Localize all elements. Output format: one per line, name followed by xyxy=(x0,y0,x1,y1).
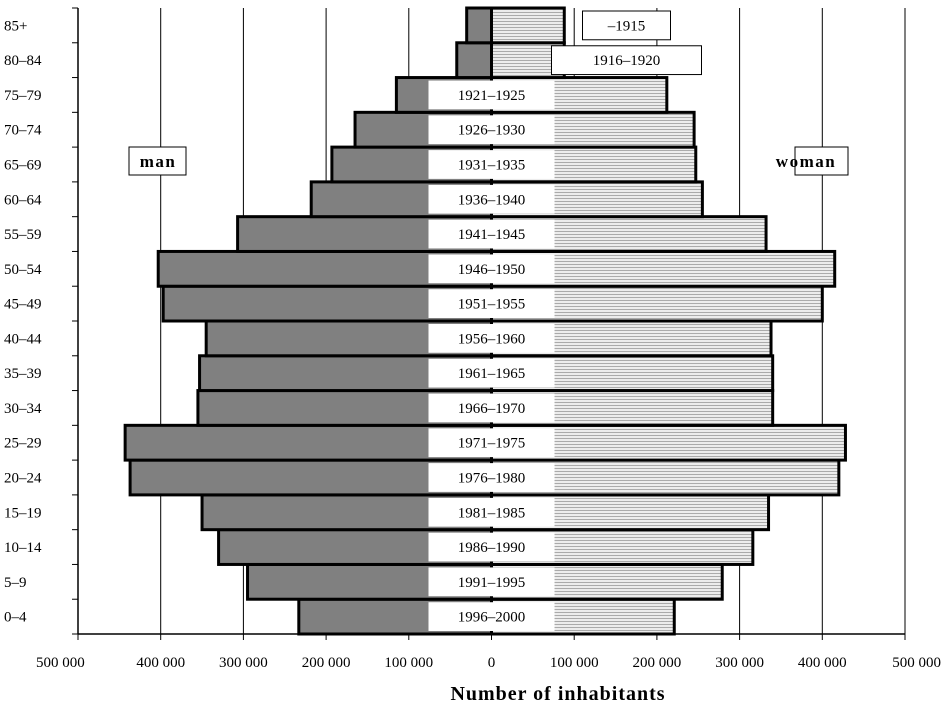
y-tick-label: 10–14 xyxy=(4,540,42,556)
x-tick-label: 300 000 xyxy=(219,655,268,671)
cohort-label-box xyxy=(428,115,555,145)
y-tick-label: 5–9 xyxy=(4,575,27,591)
cohort-label: 1956–1960 xyxy=(458,331,526,347)
cohort-label: 1916–1920 xyxy=(593,53,661,69)
cohort-label-box xyxy=(428,532,555,562)
x-axis: 500 000 400 000 300 000 200 000 100 000 0 100 … xyxy=(36,633,941,671)
x-tick-label: 500 000 xyxy=(36,655,85,671)
cohort-label: 1966–1970 xyxy=(458,401,526,417)
cohort-label-box xyxy=(428,150,555,179)
x-tick-label: 0 xyxy=(488,655,496,671)
cohort-label-box xyxy=(428,184,555,214)
y-tick-label: 75–79 xyxy=(4,88,42,104)
y-tick-label: 40–44 xyxy=(4,331,42,347)
x-tick-label: 100 000 xyxy=(550,655,599,671)
cohort-label: 1941–1945 xyxy=(458,227,526,243)
x-tick-label: 300 000 xyxy=(715,655,764,671)
cohort-label: 1986–1990 xyxy=(458,540,526,556)
y-tick-label: 15–19 xyxy=(4,505,42,521)
bar-woman xyxy=(490,6,566,45)
woman-label: woman xyxy=(776,152,836,171)
y-tick-label: 35–39 xyxy=(4,366,42,382)
y-tick-label: 25–29 xyxy=(4,436,42,452)
bar-man xyxy=(465,6,494,45)
cohort-label: 1926–1930 xyxy=(458,123,526,139)
cohort-label-box xyxy=(428,358,555,388)
cohort-label: 1951–1955 xyxy=(458,297,526,313)
x-axis-title: Number of inhabitants xyxy=(450,683,665,704)
cohort-label: 1976–1980 xyxy=(458,471,526,487)
cohort-label-box xyxy=(551,45,702,76)
x-tick-label: 200 000 xyxy=(302,655,351,671)
x-tick-label: 400 000 xyxy=(136,655,185,671)
man-label-box: man xyxy=(128,146,187,176)
y-tick-label: 55–59 xyxy=(4,227,42,243)
x-tick-label: 500 000 xyxy=(892,655,941,671)
cohort-label-box xyxy=(428,567,555,597)
bar-man xyxy=(455,41,493,80)
y-tick-label: 50–54 xyxy=(4,262,42,278)
cohort-label-box xyxy=(428,324,555,353)
y-tick-label: 30–34 xyxy=(4,401,42,417)
woman-label-box: woman xyxy=(776,146,849,176)
cohort-label: 1971–1975 xyxy=(458,436,526,452)
man-label: man xyxy=(140,152,177,171)
cohort-label-box xyxy=(428,254,555,284)
cohort-label-box xyxy=(428,219,555,249)
cohort-label: 1921–1925 xyxy=(458,88,526,104)
cohort-label-box xyxy=(428,497,555,527)
y-tick-label: 85+ xyxy=(4,18,27,34)
y-tick-label: 20–24 xyxy=(4,471,42,487)
y-tick-label: 0–4 xyxy=(4,610,27,626)
cohort-label-box xyxy=(428,393,555,423)
cohort-label-box xyxy=(428,80,555,110)
cohort-label: 1931–1935 xyxy=(458,158,526,174)
cohort-label-box xyxy=(582,10,671,41)
cohort-label: 1936–1940 xyxy=(458,192,526,208)
cohort-label: 1961–1965 xyxy=(458,366,526,382)
cohort-label-box xyxy=(428,289,555,318)
x-tick-label: 400 000 xyxy=(798,655,847,671)
cohort-label: –1915 xyxy=(607,18,646,34)
cohort-label-box xyxy=(428,602,555,631)
x-tick-label: 100 000 xyxy=(384,655,433,671)
cohort-label: 1991–1995 xyxy=(458,575,526,591)
cohort-label: 1946–1950 xyxy=(458,262,526,278)
y-tick-label: 60–64 xyxy=(4,192,42,208)
cohort-label-box xyxy=(428,463,555,492)
y-tick-label: 45–49 xyxy=(4,297,42,313)
y-tick-label: 65–69 xyxy=(4,158,42,174)
cohort-labels: 1996–2000 1991–1995 1986–1990 1981–1985 1976… xyxy=(428,10,702,631)
x-tick-label: 200 000 xyxy=(633,655,682,671)
cohort-label: 1996–2000 xyxy=(458,610,526,626)
cohort-label-box xyxy=(428,428,555,458)
cohort-label: 1981–1985 xyxy=(458,505,526,521)
y-tick-label: 70–74 xyxy=(4,123,42,139)
y-tick-label: 80–84 xyxy=(4,53,42,69)
y-axis: 0–4 5–9 10–14 15–19 20–24 25–29 30–34 35–39 40–4… xyxy=(4,7,79,635)
